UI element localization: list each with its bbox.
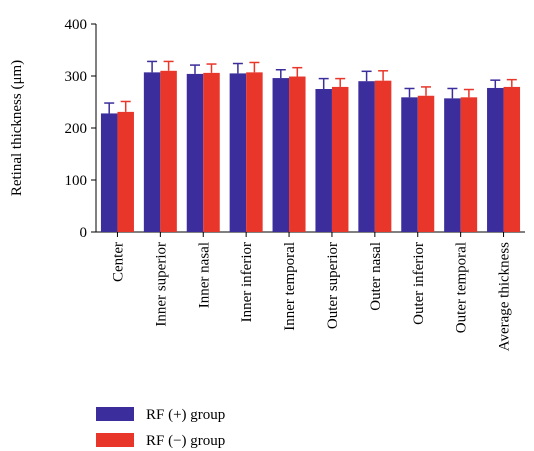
x-tick-label: Outer nasal: [368, 242, 384, 311]
x-tick-label: Inner inferior: [239, 242, 255, 322]
legend-label: RF (+) group: [146, 407, 225, 423]
legend-label: RF (−) group: [146, 433, 225, 449]
bar: [417, 95, 435, 232]
bar: [186, 73, 204, 232]
x-tick-label: Average thickness: [497, 242, 513, 351]
bar: [272, 78, 290, 232]
legend: RF (+) group RF (−) group: [96, 407, 225, 449]
bar: [289, 76, 306, 233]
bar: [246, 72, 263, 232]
bar: [444, 98, 461, 232]
x-tick-label: Outer temporal: [454, 242, 470, 333]
x-tick-label: Center: [110, 242, 126, 282]
y-axis-label: Retinal thickness (μm): [9, 60, 25, 196]
bar: [503, 86, 521, 232]
y-tick-label: 400: [65, 17, 88, 33]
bar: [315, 89, 332, 232]
y-tick-label: 200: [65, 121, 88, 137]
x-tick-label: Outer superior: [325, 242, 341, 329]
bar: [229, 73, 247, 233]
axes: 0 100 200 300 400 Center Inner superior Inner n…: [65, 17, 525, 351]
bar: [143, 72, 161, 232]
bar: [160, 70, 177, 232]
bar: [358, 81, 375, 232]
x-tick-label: Outer inferior: [411, 242, 427, 325]
bar: [117, 111, 134, 232]
y-tick-label: 0: [80, 225, 88, 241]
bar: [331, 86, 349, 232]
bar: [374, 80, 392, 233]
y-tick-label: 300: [65, 69, 88, 85]
bar: [100, 113, 118, 232]
y-tick-label: 100: [65, 173, 88, 189]
bar: [487, 87, 504, 233]
legend-swatch: [96, 433, 134, 447]
bar: [401, 97, 418, 232]
legend-swatch: [96, 407, 134, 421]
x-tick-label: Inner temporal: [282, 242, 298, 331]
bar: [203, 72, 220, 232]
bars: [100, 60, 521, 233]
x-tick-label: Inner superior: [153, 242, 169, 327]
x-tick-label: Inner nasal: [196, 242, 212, 308]
bar: [460, 97, 478, 232]
